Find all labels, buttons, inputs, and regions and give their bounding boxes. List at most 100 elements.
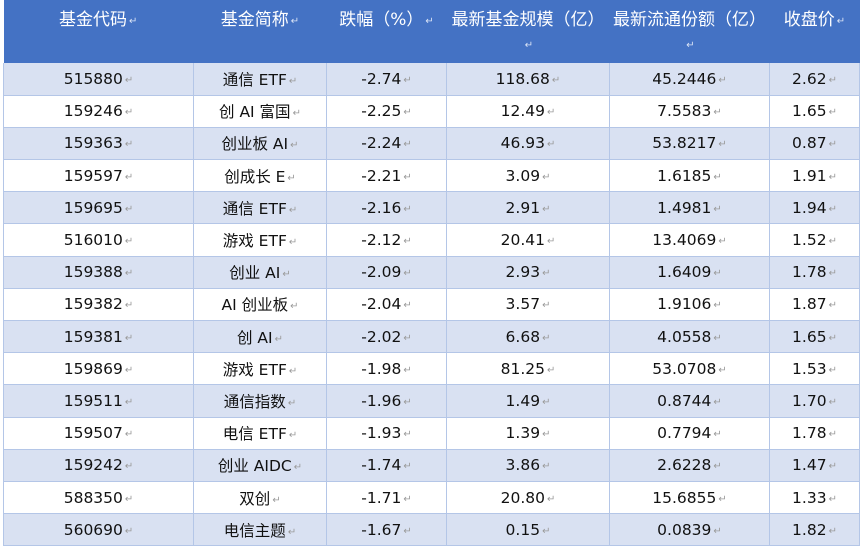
paragraph-mark-icon: ↵ (713, 525, 722, 537)
paragraph-mark-icon: ↵ (124, 107, 134, 119)
paragraph-mark-icon: ↵ (425, 16, 434, 27)
cell-value: 3.57 (505, 295, 541, 314)
fund-size-cell: 0.15 ↵ (446, 513, 610, 547)
paragraph-mark-icon: ↵ (124, 139, 134, 151)
cell-value: 0.87 (792, 134, 827, 153)
decline-cell: -2.25 ↵ (326, 95, 447, 128)
cell-value: 45.2446 (652, 69, 717, 88)
fund-code-cell: 159388 ↵ (3, 256, 194, 289)
fund-code-cell: 159381 ↵ (3, 320, 194, 354)
cell-value: 588350 (63, 488, 123, 507)
fund-name-cell: 电信 ETF ↵ (193, 417, 327, 450)
cell-value: 通信 ETF (222, 199, 287, 218)
fund-name-cell: 双创 ↵ (193, 481, 327, 515)
fund-code-cell: 588350 ↵ (3, 481, 194, 515)
paragraph-mark-icon: ↵ (551, 74, 561, 86)
paragraph-mark-icon: ↵ (713, 300, 722, 312)
cell-value: 1.4981 (657, 198, 712, 217)
paragraph-mark-icon: ↵ (546, 493, 556, 505)
circulating-shares-cell: 15.6855 ↵ (609, 481, 770, 515)
cell-value: 创 AI 富国 (219, 103, 291, 122)
paragraph-mark-icon: ↵ (524, 40, 534, 51)
fund-size-cell: 81.25 ↵ (446, 352, 610, 386)
fund-table: 基金代码 ↵ 基金简称 ↵ 跌幅（%） ↵ 最新基金规模（亿）↵ 最新流通份额（亿）↵… (3, 0, 860, 547)
cell-value: 0.0839 (657, 520, 712, 539)
paragraph-mark-icon: ↵ (403, 74, 412, 86)
close-price-cell: 2.62 ↵ (769, 63, 860, 96)
fund-size-cell: 46.93 ↵ (446, 127, 610, 161)
paragraph-mark-icon: ↵ (290, 16, 300, 27)
cell-value: -1.96 (361, 391, 402, 410)
paragraph-mark-icon: ↵ (542, 300, 551, 312)
table-row: 159869 ↵ 游戏 ETF ↵ -1.98 ↵ 81.25 ↵ 53.0708 ↵ 1.53 ↵ (3, 352, 860, 386)
cell-value: 159381 (63, 327, 123, 346)
cell-value: 创业 AI (229, 264, 281, 283)
fund-code-cell: 159246 ↵ (3, 95, 194, 128)
circulating-shares-cell: 1.6409 ↵ (609, 256, 770, 289)
cell-value: -1.71 (361, 488, 402, 507)
cell-value: 159388 (63, 263, 123, 282)
cell-value: -2.12 (361, 231, 402, 250)
paragraph-mark-icon: ↵ (713, 268, 722, 280)
cell-value: -2.02 (361, 327, 402, 346)
table-row: 516010 ↵ 游戏 ETF ↵ -2.12 ↵ 20.41 ↵ 13.4069 ↵ 1.52 ↵ (3, 223, 860, 257)
decline-cell: -1.93 ↵ (326, 417, 447, 450)
paragraph-mark-icon: ↵ (718, 364, 727, 376)
cell-value: 159242 (63, 456, 123, 475)
paragraph-mark-icon: ↵ (124, 332, 134, 344)
cell-value: -2.04 (361, 295, 402, 314)
table-row: 159597 ↵ 创成长 E ↵ -2.21 ↵ 3.09 ↵ 1.6185 ↵ 1.91 ↵ (3, 159, 860, 193)
cell-value: 1.65 (792, 327, 827, 346)
cell-value: 3.86 (505, 456, 541, 475)
paragraph-mark-icon: ↵ (542, 396, 551, 408)
paragraph-mark-icon: ↵ (828, 461, 837, 473)
paragraph-mark-icon: ↵ (542, 203, 551, 215)
paragraph-mark-icon: ↵ (713, 107, 722, 119)
paragraph-mark-icon: ↵ (403, 268, 412, 280)
decline-cell: -1.98 ↵ (326, 352, 447, 386)
fund-name-cell: 创 AI 富国 ↵ (193, 95, 327, 128)
cell-value: 159695 (63, 198, 123, 217)
cell-value: 4.0558 (657, 327, 712, 346)
cell-value: -1.93 (361, 424, 402, 443)
fund-code-cell: 516010 ↵ (3, 223, 194, 257)
cell-value: 159507 (63, 424, 123, 443)
fund-name-cell: 通信 ETF ↵ (193, 63, 327, 96)
fund-name-cell: AI 创业板 ↵ (193, 288, 327, 322)
table-row: 588350 ↵ 双创 ↵ -1.71 ↵ 20.80 ↵ 15.6855 ↵ 1.33 ↵ (3, 481, 860, 515)
cell-value: 1.49 (505, 391, 541, 410)
cell-value: 1.78 (792, 263, 827, 282)
paragraph-mark-icon: ↵ (124, 203, 134, 215)
cell-value: 通信 ETF (222, 70, 287, 89)
decline-cell: -2.24 ↵ (326, 127, 447, 161)
paragraph-mark-icon: ↵ (124, 525, 134, 537)
decline-cell: -2.16 ↵ (326, 191, 447, 225)
paragraph-mark-icon: ↵ (403, 525, 412, 537)
cell-value: 1.70 (792, 391, 827, 410)
decline-cell: -2.09 ↵ (326, 256, 447, 289)
cell-value: AI 创业板 (221, 296, 289, 315)
decline-cell: -1.67 ↵ (326, 513, 447, 547)
paragraph-mark-icon: ↵ (124, 268, 134, 280)
paragraph-mark-icon: ↵ (546, 364, 556, 376)
cell-value: 创业板 AI (221, 135, 289, 154)
fund-code-cell: 560690 ↵ (3, 513, 194, 547)
paragraph-mark-icon: ↵ (403, 396, 412, 408)
close-price-cell: 1.65 ↵ (769, 95, 860, 128)
cell-value: 1.65 (792, 102, 827, 121)
cell-value: 1.6185 (657, 166, 712, 185)
decline-cell: -2.12 ↵ (326, 223, 447, 257)
cell-value: -2.25 (361, 102, 402, 121)
cell-value: 159246 (63, 102, 123, 121)
cell-value: 0.8744 (657, 391, 712, 410)
cell-value: 516010 (63, 231, 123, 250)
paragraph-mark-icon: ↵ (686, 40, 695, 51)
fund-size-cell: 1.39 ↵ (446, 417, 610, 450)
paragraph-mark-icon: ↵ (124, 429, 134, 441)
close-price-cell: 1.78 ↵ (769, 256, 860, 289)
table-row: 159363 ↵ 创业板 AI ↵ -2.24 ↵ 46.93 ↵ 53.8217 ↵ 0.87 ↵ (3, 127, 860, 161)
paragraph-mark-icon: ↵ (546, 236, 556, 248)
paragraph-mark-icon: ↵ (290, 140, 299, 152)
fund-code-cell: 515880 ↵ (3, 63, 194, 96)
paragraph-mark-icon: ↵ (542, 332, 551, 344)
